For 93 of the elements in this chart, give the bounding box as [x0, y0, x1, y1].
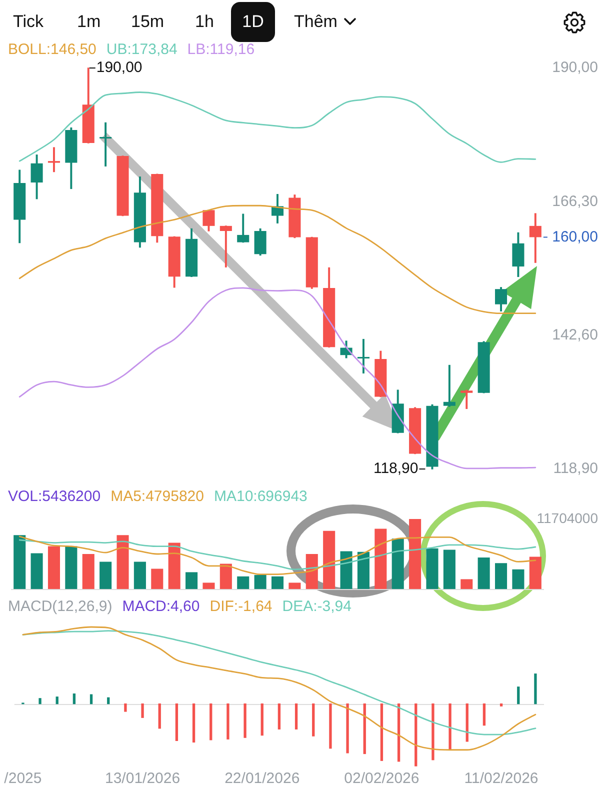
bar — [141, 703, 144, 718]
candlestick — [460, 390, 473, 409]
bar — [517, 686, 520, 704]
bar — [306, 554, 318, 589]
text: MA5:4795820 — [110, 488, 204, 505]
y-tick-label: 166,30 — [552, 192, 598, 210]
bar — [158, 703, 161, 729]
bar — [534, 674, 537, 704]
annotation: 190,00 — [96, 59, 142, 76]
bar — [72, 693, 76, 704]
line-series — [18, 204, 536, 314]
selected-tab[interactable]: 1D — [231, 2, 275, 42]
bar — [186, 572, 198, 589]
bar — [392, 538, 404, 589]
bar — [14, 535, 26, 589]
bar — [48, 546, 60, 589]
bar — [500, 703, 503, 706]
bar — [82, 554, 94, 589]
y-tick-label: 118,90 — [553, 460, 598, 478]
y-tick-label: 190,00 — [552, 59, 598, 76]
bar — [237, 576, 250, 589]
bar — [346, 703, 349, 754]
text: DEA:-3,94 — [282, 598, 352, 615]
bar — [363, 703, 366, 754]
text: DIF:-1,64 — [210, 598, 272, 615]
legend-title: MACD(12,26,9) — [8, 598, 112, 615]
ref-line-label: 160,00 — [552, 228, 598, 246]
tab[interactable]: Thêm — [294, 2, 338, 42]
bar — [426, 548, 438, 589]
annotation: 11704000 — [536, 510, 598, 526]
bar — [202, 582, 215, 589]
bar — [460, 579, 473, 589]
bar — [116, 535, 129, 589]
bar — [448, 703, 452, 750]
legend-title: VOL:5436200 — [8, 488, 101, 505]
bar — [495, 563, 508, 589]
bar — [374, 528, 387, 589]
text: MACD:4,60 — [122, 598, 200, 615]
bar — [380, 703, 384, 761]
bar — [124, 703, 127, 712]
bar — [220, 564, 232, 589]
x-tick-label: 22/01/2026 — [224, 770, 300, 788]
bar — [244, 703, 246, 738]
bar — [38, 698, 42, 704]
bar — [288, 582, 301, 589]
tab[interactable]: 1m — [77, 2, 101, 42]
bar — [151, 568, 164, 589]
bar — [107, 697, 110, 704]
bar — [65, 546, 78, 589]
bar — [312, 703, 315, 736]
y-tick-label: 142,60 — [552, 326, 598, 344]
bar — [323, 530, 336, 589]
bar — [56, 696, 58, 704]
bar — [432, 703, 434, 760]
bar — [134, 562, 146, 589]
bar — [30, 553, 43, 589]
tab[interactable]: Tick — [13, 2, 44, 42]
x-tick-label: 02/02/2026 — [344, 770, 420, 788]
bar — [100, 562, 112, 589]
bar — [443, 550, 456, 589]
line-series — [18, 92, 536, 163]
text: BOLL:146,50 — [8, 41, 96, 58]
bar — [512, 569, 524, 589]
bar — [478, 558, 490, 589]
tab[interactable]: 1h — [195, 2, 214, 42]
bar — [226, 703, 230, 740]
bar — [409, 519, 422, 589]
bar — [278, 703, 281, 730]
annotation: 118,90 — [373, 460, 418, 478]
bar — [414, 703, 418, 766]
bar — [168, 542, 180, 589]
bar — [254, 575, 266, 589]
bar — [482, 703, 486, 726]
bar — [210, 703, 212, 740]
text: UB:173,84 — [106, 41, 178, 58]
bar — [192, 703, 196, 743]
bar — [90, 694, 93, 704]
bar — [329, 703, 332, 749]
bar — [357, 552, 370, 589]
candlestick — [48, 147, 60, 172]
bar — [294, 703, 298, 730]
text: LB:119,16 — [187, 41, 255, 58]
bar — [340, 551, 352, 589]
x-tick-label: /2025 — [4, 770, 42, 788]
bar — [271, 576, 284, 589]
bar — [175, 703, 178, 741]
bar — [466, 703, 468, 742]
x-tick-label: 13/01/2026 — [104, 770, 180, 788]
text: MA10:696943 — [214, 488, 308, 505]
bar — [529, 556, 542, 589]
bar — [260, 703, 264, 736]
tab[interactable]: 15m — [131, 2, 164, 42]
x-tick-label: 11/02/2026 — [464, 770, 538, 788]
